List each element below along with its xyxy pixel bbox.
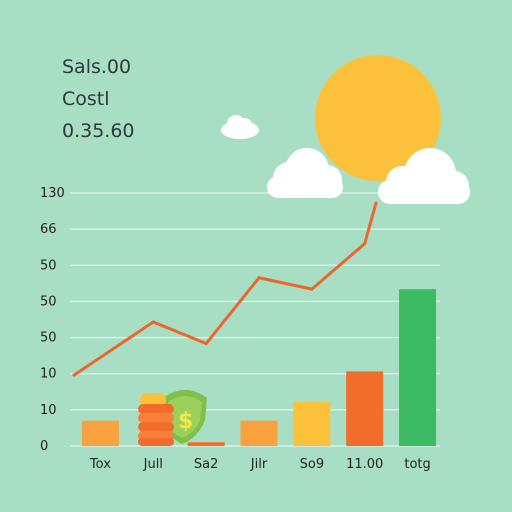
x-tick-label: Tox [89, 457, 111, 472]
y-tick-label: 130 [40, 186, 65, 201]
x-tick-label: 11.00 [346, 457, 383, 472]
coin-stack-icon [138, 393, 174, 446]
y-tick-label: 50 [40, 258, 57, 273]
stat-sales: Sals.00 [62, 56, 132, 78]
bar [293, 401, 331, 446]
x-tick-label: Jilr [250, 457, 268, 472]
grid-lines [70, 192, 440, 447]
y-tick-label: 10 [40, 403, 57, 418]
decorations: $ [138, 55, 470, 446]
bars [81, 289, 437, 446]
line-point [204, 342, 208, 346]
bar [399, 289, 437, 446]
svg-text:$: $ [178, 409, 193, 434]
y-tick-label: 50 [40, 331, 57, 346]
cloud-icon [378, 148, 470, 204]
x-tick-label: Sa2 [194, 457, 219, 472]
x-tick-label: totg [404, 457, 430, 472]
cloud-icon [267, 148, 343, 198]
stat-value: 0.35.60 [62, 120, 135, 142]
y-axis-ticks: 130 66 50 50 50 10 10 0 [40, 186, 65, 454]
trend-line [72, 201, 378, 377]
x-tick-label: Jull [143, 457, 163, 472]
stat-cost: Costl [62, 88, 110, 110]
y-tick-label: 0 [40, 439, 48, 454]
money-shield-icon: $ [162, 390, 207, 444]
bar [240, 420, 278, 446]
line-point [151, 320, 155, 324]
bar [187, 442, 225, 446]
x-axis-ticks: Tox Jull Sa2 Jilr So9 11.00 totg [89, 457, 431, 472]
line-point [310, 287, 314, 291]
line-point [72, 373, 76, 377]
line-point [363, 242, 367, 246]
line-point [257, 276, 261, 280]
y-tick-label: 50 [40, 294, 57, 309]
y-tick-label: 66 [40, 222, 57, 237]
x-tick-label: So9 [300, 457, 324, 472]
bar [81, 420, 119, 446]
sun-icon [315, 55, 441, 181]
bar [346, 371, 384, 446]
y-tick-label: 10 [40, 367, 57, 382]
cloud-icon [221, 115, 259, 139]
line-point [374, 201, 378, 205]
